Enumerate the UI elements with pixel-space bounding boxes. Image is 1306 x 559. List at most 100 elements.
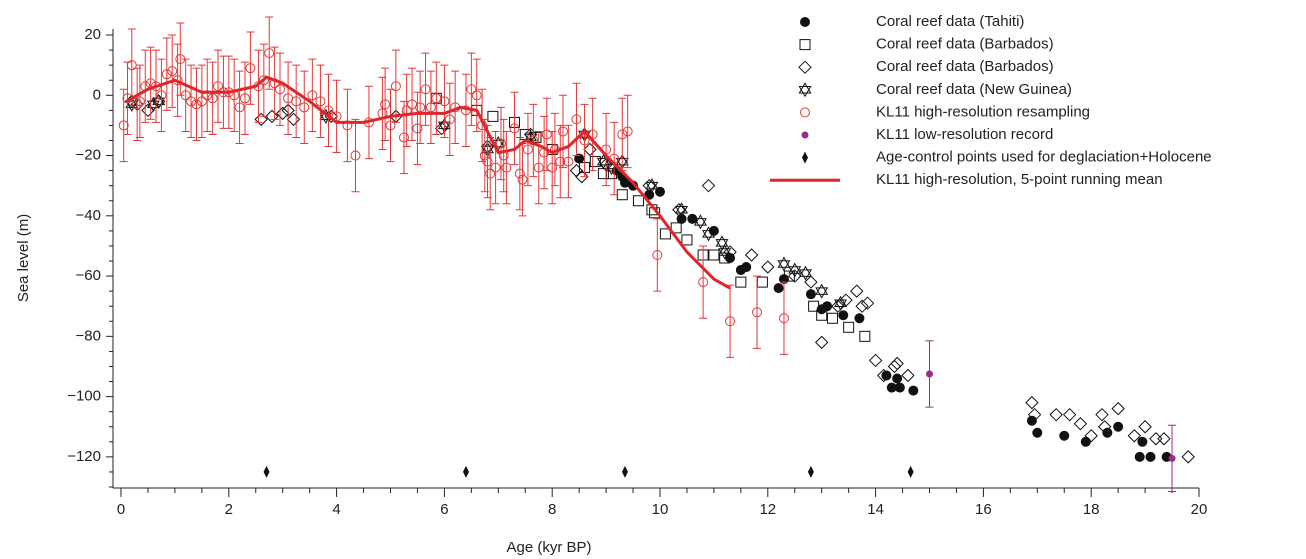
error-bar <box>386 88 395 163</box>
point <box>132 99 143 110</box>
point <box>642 178 656 193</box>
legend-label: Coral reef data (Barbados) <box>876 58 1054 75</box>
point <box>1168 454 1176 462</box>
y-tick-label: 20 <box>84 26 101 43</box>
error-bar <box>564 124 573 199</box>
error-bar <box>246 31 255 105</box>
point <box>725 316 736 327</box>
point <box>263 465 270 478</box>
error-bar <box>461 73 470 148</box>
x-tick-label: 4 <box>332 501 340 518</box>
error-bar <box>445 82 454 157</box>
point <box>1157 432 1171 446</box>
y-tick-label: −20 <box>76 147 101 164</box>
point <box>398 132 409 143</box>
point <box>482 156 493 167</box>
error-bar <box>467 52 476 126</box>
legend-label: KL11 high-resolution, 5-point running me… <box>876 171 1163 188</box>
error-bar <box>472 58 481 132</box>
legend-entry: Coral reef data (New Guinea) <box>798 81 1072 98</box>
running-mean-line <box>125 75 731 290</box>
error-bar <box>779 281 788 355</box>
x-tick-label: 10 <box>652 501 669 518</box>
legend-swatch <box>800 17 810 27</box>
legend-entry: Coral reef data (Barbados) <box>799 36 1054 53</box>
point <box>887 359 902 374</box>
point <box>1137 436 1148 447</box>
point <box>838 310 849 321</box>
point <box>490 162 501 173</box>
point <box>788 269 802 283</box>
point <box>718 244 732 260</box>
point <box>1084 429 1098 443</box>
point <box>444 114 455 125</box>
point <box>675 202 689 218</box>
point <box>859 330 871 342</box>
x-tick-label: 12 <box>759 501 776 518</box>
y-tick-label: −60 <box>76 267 101 284</box>
error-bar <box>276 52 285 126</box>
point <box>621 465 628 478</box>
point <box>196 96 207 107</box>
point <box>756 276 768 288</box>
point <box>555 156 566 167</box>
point <box>390 81 401 92</box>
legend-label: Coral reef data (Barbados) <box>876 36 1054 53</box>
point <box>1049 407 1063 422</box>
point <box>1134 451 1145 462</box>
point <box>286 112 301 127</box>
point <box>723 245 737 259</box>
error-bar <box>381 67 390 141</box>
point <box>175 54 186 65</box>
legend-swatch <box>800 107 810 118</box>
point <box>530 131 542 143</box>
point <box>619 177 630 188</box>
point <box>1145 451 1156 462</box>
legend-swatch <box>798 60 812 74</box>
error-bar <box>308 58 317 132</box>
point <box>1025 395 1039 410</box>
point <box>622 126 633 137</box>
point <box>156 90 167 101</box>
error-bar <box>141 49 150 123</box>
point <box>118 120 129 131</box>
x-tick-label: 16 <box>975 501 992 518</box>
point <box>471 90 482 101</box>
error-bar <box>197 64 206 138</box>
error-bar <box>491 130 500 205</box>
point <box>514 168 525 179</box>
point <box>886 382 897 393</box>
point <box>425 102 436 113</box>
point <box>778 313 789 324</box>
point <box>291 96 302 107</box>
error-bar <box>699 245 708 319</box>
point <box>831 299 845 313</box>
error-bar <box>316 64 325 138</box>
point <box>761 260 775 274</box>
point <box>462 465 469 478</box>
y-tick-label: −100 <box>67 388 101 405</box>
point <box>207 93 218 104</box>
y-tick-label: −120 <box>67 448 101 465</box>
error-bar <box>602 112 611 187</box>
error-bar <box>270 46 279 120</box>
x-tick-label: 0 <box>117 501 125 518</box>
error-bar <box>726 284 735 358</box>
point <box>616 189 628 201</box>
point <box>908 385 919 396</box>
error-bar <box>343 88 352 163</box>
point <box>843 321 855 333</box>
point <box>655 186 665 197</box>
point <box>876 368 891 383</box>
point <box>134 96 145 107</box>
legend-swatch <box>799 39 811 51</box>
point <box>672 203 686 217</box>
error-bar <box>324 73 333 148</box>
error-bar <box>157 58 166 132</box>
point <box>517 174 528 185</box>
point <box>670 222 682 234</box>
legend-label: KL11 high-resolution resampling <box>876 103 1090 120</box>
error-bar <box>542 97 551 172</box>
